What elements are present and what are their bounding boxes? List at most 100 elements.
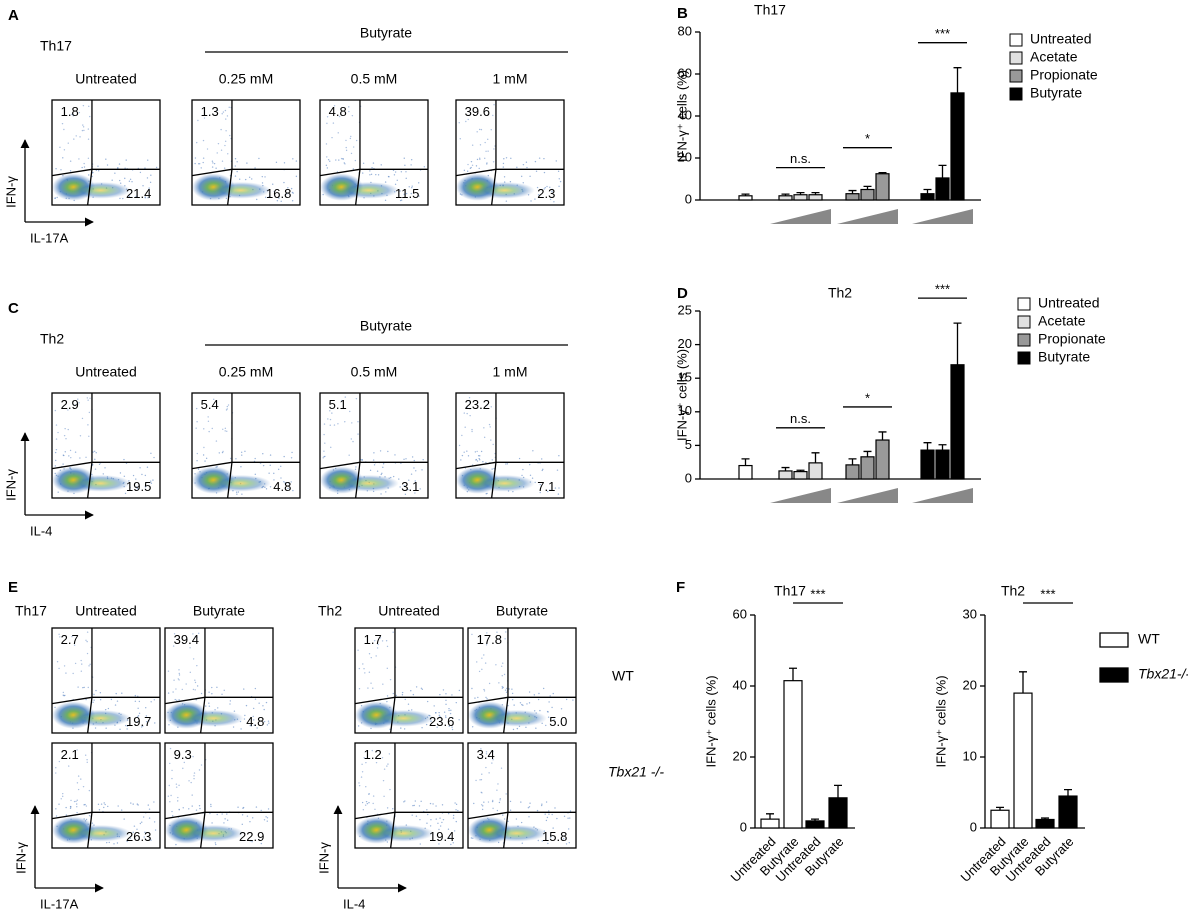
event-dot bbox=[387, 175, 390, 178]
event-dot bbox=[75, 800, 77, 803]
event-dot bbox=[354, 159, 357, 162]
event-dot bbox=[492, 807, 494, 810]
event-dot bbox=[479, 455, 481, 457]
event-dot bbox=[491, 800, 494, 803]
column-label: Untreated bbox=[75, 603, 136, 619]
event-dot bbox=[141, 473, 143, 476]
event-dot bbox=[122, 197, 124, 200]
event-dot bbox=[476, 460, 479, 462]
event-dot bbox=[471, 164, 474, 167]
event-dot bbox=[372, 802, 374, 805]
plot-frame bbox=[319, 392, 429, 499]
event-dot bbox=[192, 658, 195, 660]
event-dot bbox=[269, 464, 271, 467]
event-dot bbox=[144, 197, 146, 199]
event-dot bbox=[448, 709, 450, 712]
event-dot bbox=[77, 686, 79, 688]
event-dot bbox=[74, 662, 77, 665]
event-dot bbox=[290, 481, 292, 483]
event-dot bbox=[215, 167, 217, 169]
event-dot bbox=[501, 685, 503, 688]
event-dot bbox=[545, 819, 548, 822]
gate bbox=[191, 461, 233, 470]
event-dot bbox=[370, 173, 373, 176]
event-dot bbox=[381, 757, 384, 759]
event-dot bbox=[479, 157, 481, 159]
bar bbox=[778, 195, 793, 201]
event-dot bbox=[445, 716, 447, 719]
event-dot bbox=[225, 130, 227, 132]
event-dot bbox=[154, 829, 157, 831]
event-dot bbox=[403, 193, 405, 196]
legend-label: Untreated bbox=[1038, 295, 1099, 311]
event-dot bbox=[521, 842, 524, 844]
gate bbox=[164, 696, 206, 705]
event-dot bbox=[399, 486, 401, 488]
event-dot bbox=[171, 810, 173, 813]
y-axis-label: IFN-γ⁺ cells (%) bbox=[674, 70, 689, 162]
event-dot bbox=[65, 437, 67, 440]
event-dot bbox=[547, 842, 549, 845]
event-dot bbox=[242, 807, 244, 809]
event-dot bbox=[558, 178, 560, 180]
event-dot bbox=[118, 163, 121, 165]
error-bar bbox=[938, 164, 947, 178]
event-dot bbox=[167, 670, 170, 672]
legend-swatch bbox=[1099, 632, 1129, 648]
event-dot bbox=[412, 693, 415, 696]
event-dot bbox=[521, 474, 523, 477]
event-dot bbox=[476, 450, 478, 453]
event-dot bbox=[410, 164, 412, 166]
event-dot bbox=[69, 170, 72, 172]
column-label: 0.25 mM bbox=[219, 364, 273, 380]
y-tick-label: 10 bbox=[963, 748, 977, 763]
event-dot bbox=[117, 167, 119, 169]
event-dot bbox=[485, 404, 488, 407]
event-dot bbox=[454, 802, 456, 804]
event-dot bbox=[56, 661, 59, 663]
event-dot bbox=[350, 152, 353, 155]
event-dot bbox=[381, 640, 384, 642]
event-dot bbox=[144, 167, 146, 169]
event-dot bbox=[251, 178, 253, 180]
event-dot bbox=[256, 198, 258, 201]
event-dot bbox=[85, 805, 88, 807]
event-dot bbox=[129, 837, 131, 839]
event-dot bbox=[448, 725, 450, 727]
event-dot bbox=[287, 192, 290, 194]
event-dot bbox=[545, 801, 548, 803]
event-dot bbox=[487, 138, 489, 141]
event-dot bbox=[251, 817, 254, 819]
event-dot bbox=[323, 433, 325, 436]
event-dot bbox=[477, 455, 480, 457]
gate bbox=[455, 168, 497, 177]
event-dot bbox=[82, 126, 85, 128]
event-dot bbox=[501, 687, 504, 689]
gate bbox=[51, 811, 93, 820]
event-dot bbox=[123, 458, 125, 461]
event-dot bbox=[213, 398, 215, 401]
event-dot bbox=[410, 159, 413, 161]
error-bar bbox=[741, 193, 750, 196]
event-dot bbox=[505, 631, 507, 633]
event-dot bbox=[450, 843, 452, 846]
event-dot bbox=[421, 726, 423, 729]
chart-title: Th17 bbox=[754, 2, 786, 18]
event-dot bbox=[81, 417, 84, 420]
y-tick-label: 30 bbox=[963, 606, 977, 621]
event-dot bbox=[481, 668, 483, 671]
event-dot bbox=[244, 450, 246, 453]
event-dot bbox=[362, 172, 364, 174]
chart-title: Th2 bbox=[1001, 583, 1025, 599]
event-dot bbox=[91, 175, 93, 178]
event-dot bbox=[351, 114, 354, 117]
event-dot bbox=[89, 115, 91, 118]
y-tick-label: 0 bbox=[970, 819, 977, 834]
error-bar bbox=[834, 784, 842, 798]
event-dot bbox=[331, 412, 333, 414]
event-dot bbox=[241, 454, 243, 456]
event-dot bbox=[375, 761, 378, 764]
bar bbox=[950, 92, 965, 201]
event-dot bbox=[126, 840, 128, 843]
event-dot bbox=[229, 134, 231, 137]
